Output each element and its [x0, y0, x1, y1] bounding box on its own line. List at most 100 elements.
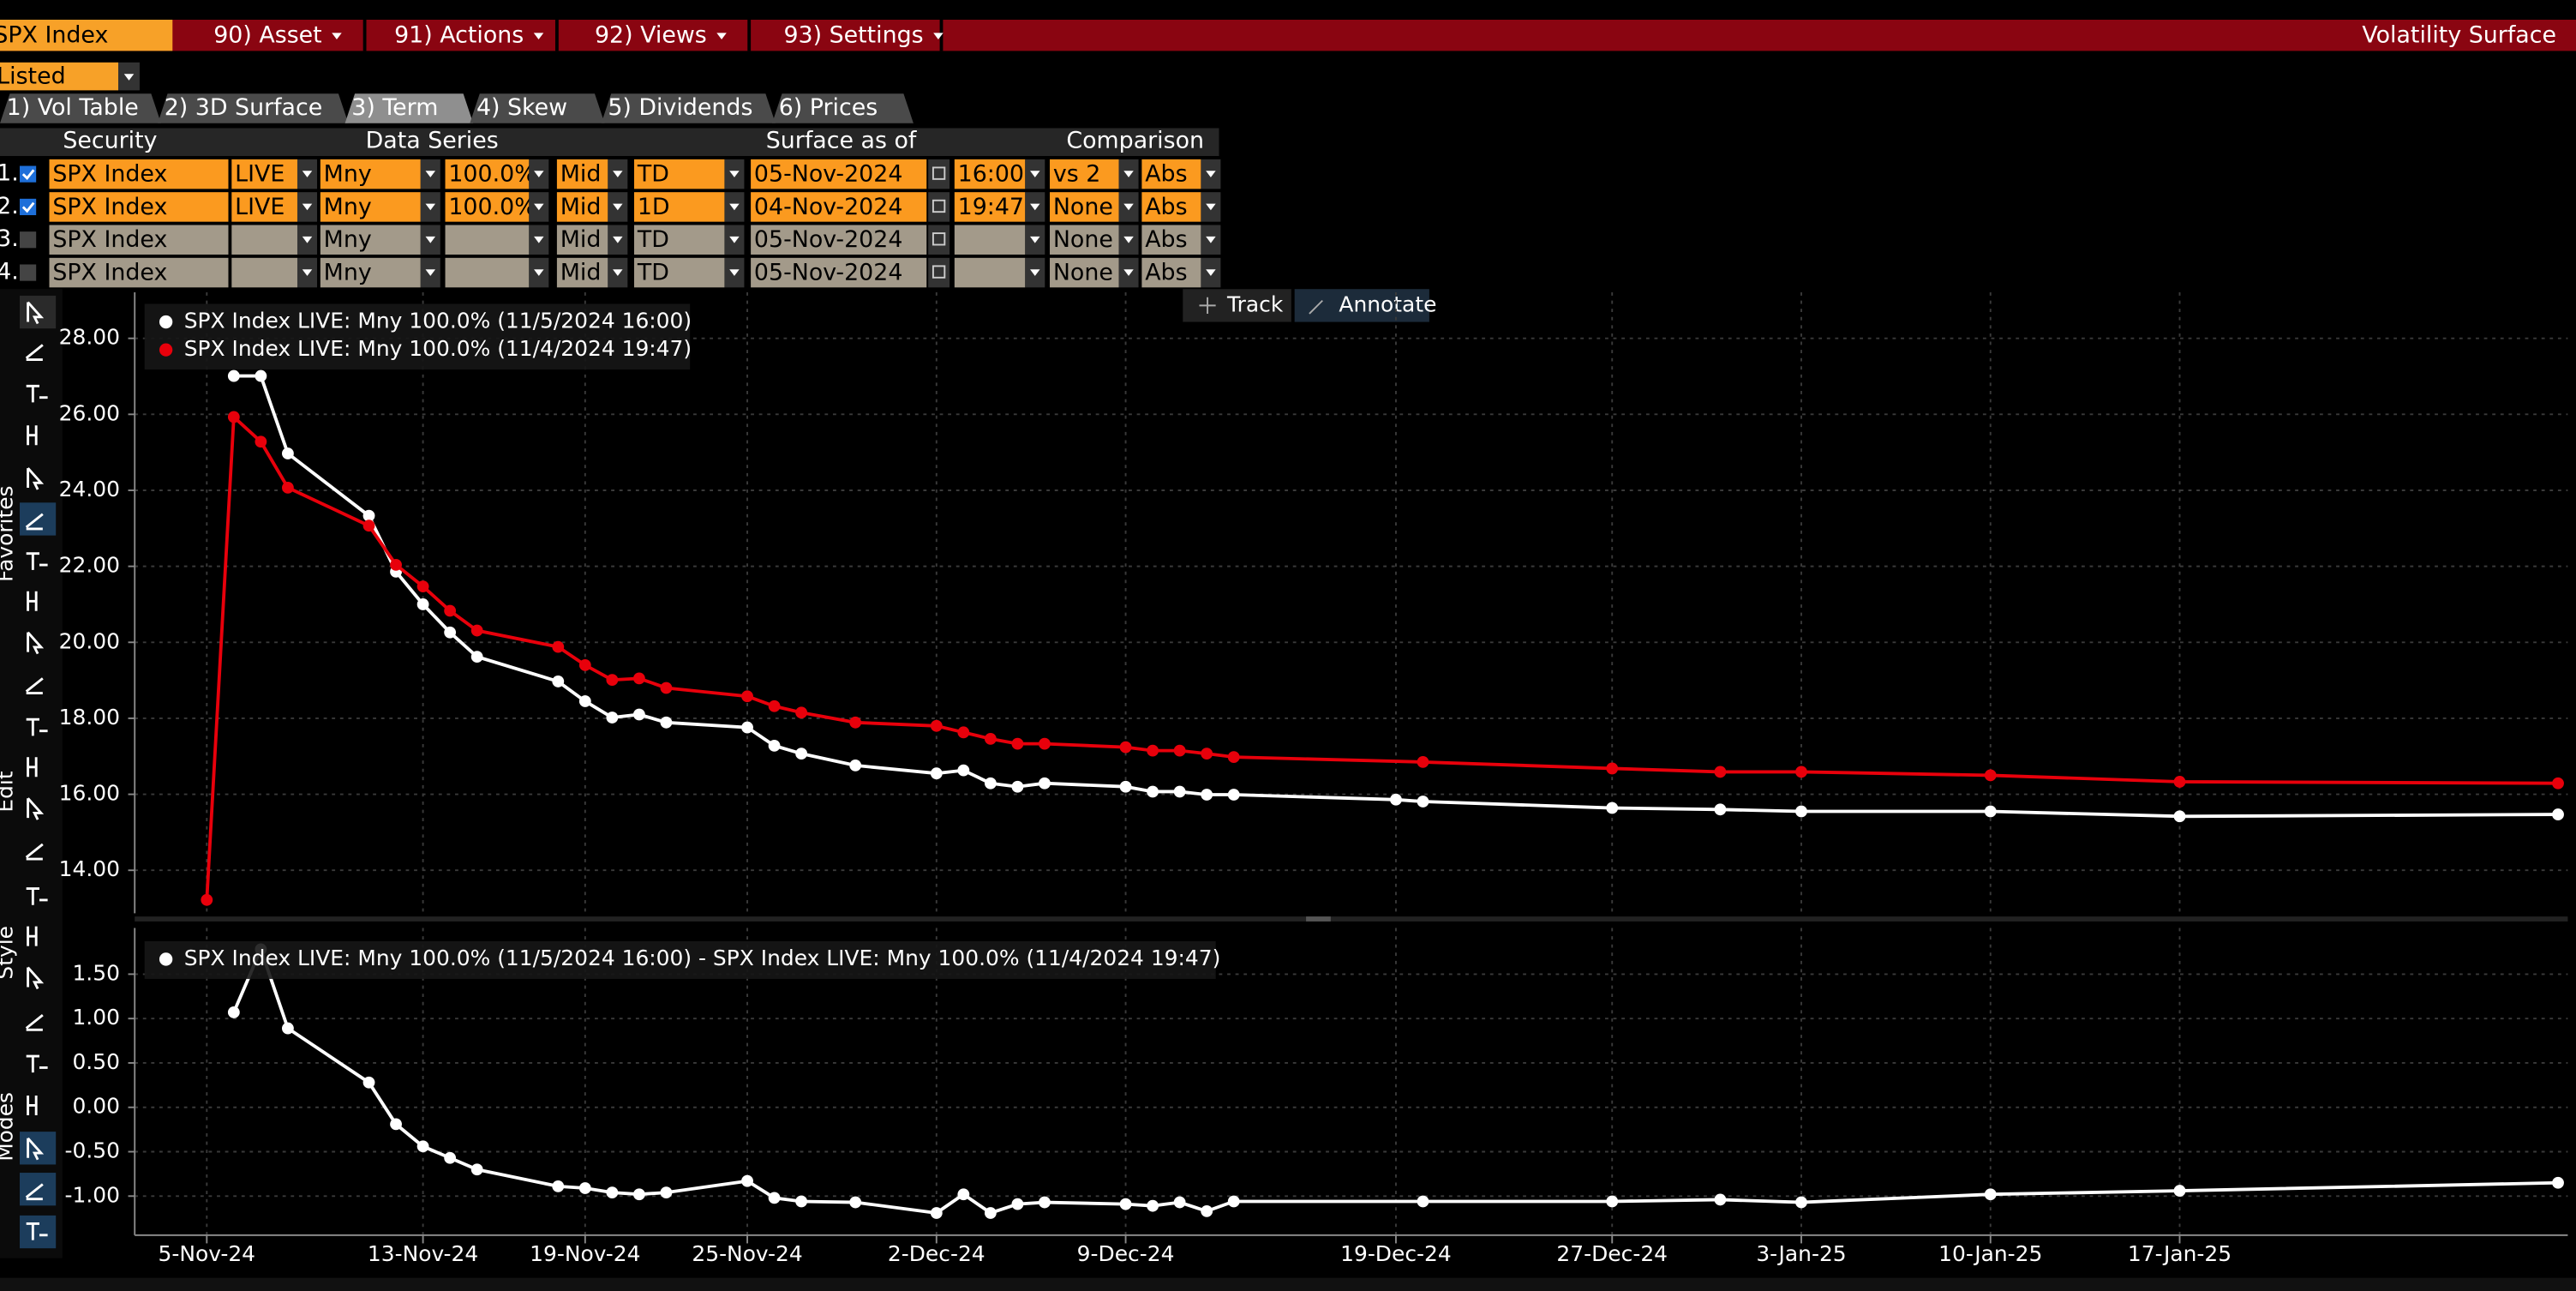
data-point[interactable]	[984, 732, 997, 745]
data-point[interactable]	[444, 626, 457, 639]
cell[interactable]	[1050, 257, 1119, 288]
cell-text[interactable]: 100.0%	[448, 194, 536, 220]
data-point[interactable]	[227, 369, 240, 382]
cell[interactable]	[633, 192, 725, 222]
checkbox[interactable]	[20, 264, 37, 281]
cell[interactable]	[556, 225, 608, 255]
tool-icon[interactable]	[27, 926, 38, 946]
cell[interactable]	[751, 225, 927, 255]
data-point[interactable]	[660, 1186, 673, 1199]
data-point[interactable]	[1984, 805, 1997, 818]
data-point[interactable]	[632, 1188, 645, 1201]
cell[interactable]	[231, 159, 297, 189]
data-point[interactable]	[1227, 1195, 1240, 1208]
calendar-button[interactable]	[928, 225, 950, 255]
cell-text[interactable]: SPX Index	[52, 161, 167, 188]
tab-label[interactable]: 3) Term	[351, 94, 438, 121]
data-point[interactable]	[362, 1076, 375, 1089]
cell[interactable]	[751, 159, 927, 189]
data-point[interactable]	[552, 676, 565, 688]
data-point[interactable]	[930, 1207, 943, 1219]
tab-label[interactable]: 2) 3D Surface	[165, 94, 323, 121]
checkbox[interactable]	[20, 198, 37, 215]
cell-text[interactable]: None	[1053, 226, 1113, 253]
tool-icon[interactable]	[25, 677, 44, 695]
data-point[interactable]	[282, 481, 294, 494]
data-point[interactable]	[1173, 1196, 1186, 1209]
data-point[interactable]	[578, 1182, 591, 1194]
tab[interactable]	[772, 93, 914, 123]
cell-text[interactable]: TD	[637, 161, 669, 188]
tool-icon[interactable]	[25, 344, 44, 362]
tab-label[interactable]: 1) Vol Table	[7, 94, 139, 121]
data-point[interactable]	[768, 700, 781, 712]
cell-text[interactable]: Mny	[324, 194, 372, 220]
data-point[interactable]	[795, 706, 808, 719]
ticker[interactable]: SPX Index	[0, 22, 108, 49]
cell[interactable]	[231, 192, 297, 222]
data-point[interactable]	[795, 748, 808, 760]
cell[interactable]	[231, 225, 297, 255]
data-point[interactable]	[606, 1186, 619, 1199]
data-point[interactable]	[1039, 1196, 1051, 1209]
cell-text[interactable]: 05-Nov-2024	[754, 260, 902, 286]
data-point[interactable]	[390, 1118, 402, 1131]
cell-text[interactable]: Mid	[560, 226, 602, 253]
data-point[interactable]	[741, 721, 753, 734]
data-point[interactable]	[1011, 737, 1024, 750]
tab[interactable]	[344, 93, 474, 123]
data-point[interactable]	[606, 674, 619, 687]
tool-icon[interactable]	[25, 1183, 44, 1201]
divider-handle[interactable]	[1306, 916, 1331, 922]
cell-text[interactable]: Mid	[560, 194, 602, 220]
data-point[interactable]	[1606, 1195, 1619, 1208]
cell[interactable]	[556, 257, 608, 288]
calendar-button[interactable]	[928, 257, 950, 288]
cell[interactable]	[751, 192, 927, 222]
cell[interactable]	[1050, 225, 1119, 255]
menu-item[interactable]: 92) Views	[595, 22, 707, 49]
cell-text[interactable]: SPX Index	[52, 226, 167, 253]
data-point[interactable]	[957, 726, 970, 739]
data-point[interactable]	[578, 658, 591, 671]
tab-label[interactable]: 6) Prices	[779, 94, 878, 121]
cell[interactable]	[954, 257, 1026, 288]
tool-icon[interactable]	[27, 757, 38, 778]
data-point[interactable]	[416, 598, 429, 610]
cell[interactable]	[556, 192, 608, 222]
data-point[interactable]	[470, 1163, 483, 1176]
data-point[interactable]	[255, 435, 267, 448]
cell-text[interactable]: vs 2	[1053, 161, 1100, 188]
data-point[interactable]	[957, 1188, 970, 1201]
data-point[interactable]	[1039, 737, 1051, 750]
data-point[interactable]	[849, 759, 862, 772]
data-point[interactable]	[984, 1207, 997, 1219]
data-point[interactable]	[1984, 1188, 1997, 1201]
data-point[interactable]	[282, 447, 294, 459]
menu-item[interactable]: 91) Actions	[394, 22, 524, 49]
data-point[interactable]	[1119, 780, 1132, 793]
cell-text[interactable]: SPX Index	[52, 194, 167, 220]
data-point[interactable]	[578, 695, 591, 707]
data-point[interactable]	[660, 716, 673, 729]
data-point[interactable]	[1795, 766, 1807, 778]
cell[interactable]	[1141, 159, 1201, 189]
tool-icon[interactable]	[25, 1013, 44, 1031]
data-point[interactable]	[1390, 793, 1402, 806]
tool-icon[interactable]	[26, 1054, 48, 1073]
tool-icon[interactable]	[25, 513, 44, 531]
data-point[interactable]	[1039, 777, 1051, 790]
cell-text[interactable]: LIVE	[235, 194, 285, 220]
data-point[interactable]	[1606, 762, 1619, 775]
cell-text[interactable]: Mny	[324, 161, 372, 188]
data-point[interactable]	[444, 1151, 457, 1164]
data-point[interactable]	[201, 893, 213, 906]
data-point[interactable]	[1417, 796, 1429, 808]
cell[interactable]	[445, 257, 530, 288]
data-point[interactable]	[1011, 780, 1024, 793]
data-point[interactable]	[849, 1196, 862, 1209]
cell-text[interactable]: None	[1053, 194, 1113, 220]
data-point[interactable]	[444, 604, 457, 617]
tool-icon[interactable]	[27, 591, 38, 611]
data-point[interactable]	[1795, 805, 1807, 818]
